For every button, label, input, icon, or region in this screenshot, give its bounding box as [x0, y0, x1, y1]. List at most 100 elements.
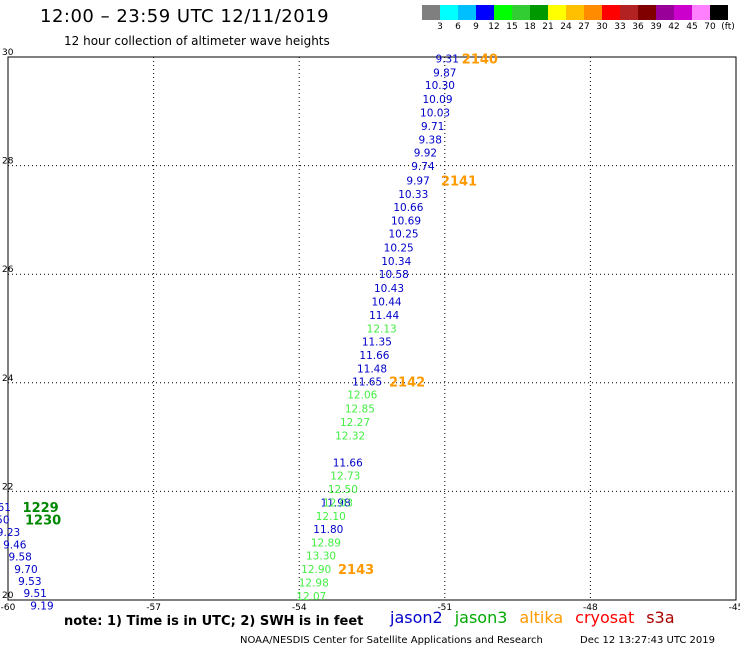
jason3-swh-value: 12.73	[330, 471, 360, 483]
scale-swatch	[512, 5, 530, 20]
legend-item-cryosat: cryosat	[575, 608, 635, 627]
jason2-swh-value: 11.44	[369, 310, 399, 322]
jason2-swh-value: 9.92	[414, 148, 437, 160]
scale-swatch	[710, 5, 728, 20]
jason2-swh-value: 10.30	[425, 80, 455, 92]
legend-item-s3a: s3a	[646, 608, 675, 627]
color-scale-labels: 3 6 9 12 15 18 21 24 27 30 33 36 39 42 45 70 (ft)	[422, 22, 740, 34]
scale-label: 18	[524, 22, 536, 32]
scale-swatch	[476, 5, 494, 20]
x-tick-label: -51	[437, 603, 452, 610]
y-tick-label: 20	[2, 591, 14, 601]
scale-label: 39	[650, 22, 662, 32]
scale-swatch	[458, 5, 476, 20]
jason3-swh-value: 12.27	[340, 417, 370, 429]
satellite-legend: jason2 jason3 altika cryosat s3a	[390, 608, 687, 627]
jason3-swh-value: 12.03	[323, 497, 353, 509]
jason3-swh-value: 12.07	[296, 591, 326, 603]
scale-label: 70	[704, 22, 716, 32]
scale-swatch	[584, 5, 602, 20]
scale-swatch	[656, 5, 674, 20]
plot-frame	[7, 56, 737, 601]
pass-time-label: 1229	[23, 501, 59, 516]
scale-swatch	[494, 5, 512, 20]
x-tick-label: -60	[1, 603, 16, 610]
jason2-swh-value: 10.61	[0, 502, 11, 514]
scale-swatch	[674, 5, 692, 20]
generated-timestamp: Dec 12 13:27:43 UTC 2019	[580, 635, 715, 646]
pass-time-label: 2142	[389, 376, 425, 391]
jason2-swh-value: 9.51	[23, 588, 46, 600]
jason2-swh-value: 9.50	[0, 515, 10, 527]
jason3-swh-value: 12.89	[311, 537, 341, 549]
scale-label: 33	[614, 22, 626, 32]
jason2-swh-value: 10.69	[391, 215, 421, 227]
jason2-swh-value: 10.44	[372, 296, 402, 308]
x-tick-label: -54	[292, 603, 307, 610]
scale-label: 3	[437, 22, 443, 32]
color-scale-bar	[422, 5, 728, 21]
scale-label: 45	[686, 22, 698, 32]
jason2-swh-value: 9.71	[421, 121, 444, 133]
scale-label: 21	[542, 22, 554, 32]
jason2-swh-value: 10.43	[374, 283, 404, 295]
jason2-swh-value: 11.66	[333, 458, 363, 470]
jason2-swh-value: 9.87	[433, 68, 456, 80]
jason2-swh-value: 9.46	[3, 540, 27, 552]
jason2-swh-value: 10.34	[381, 256, 411, 268]
jason3-swh-value: 12.98	[299, 578, 329, 590]
scale-swatch	[692, 5, 710, 20]
jason2-swh-value: 9.74	[411, 161, 435, 173]
chart-subtitle: 12 hour collection of altimeter wave hei…	[64, 34, 330, 48]
jason3-swh-value: 12.32	[335, 430, 365, 442]
y-tick-label: 24	[2, 374, 14, 384]
jason2-swh-value: 9.97	[406, 175, 429, 187]
jason3-swh-value: 12.13	[367, 324, 397, 336]
legend-item-altika: altika	[519, 608, 564, 627]
x-tick-label: -45	[729, 603, 740, 610]
jason3-swh-value: 12.10	[316, 511, 346, 523]
jason2-swh-value: 10.58	[379, 269, 409, 281]
jason2-swh-value: 11.65	[352, 377, 382, 389]
x-tick-label: -57	[146, 603, 161, 610]
jason3-swh-value: 12.06	[347, 390, 377, 402]
jason2-swh-value: 10.03	[420, 107, 450, 119]
y-tick-label: 22	[2, 482, 13, 492]
credit-line: NOAA/NESDIS Center for Satellite Applica…	[240, 635, 543, 646]
jason2-swh-value: 11.35	[362, 337, 392, 349]
wave-height-chart: -60-57-54-51-48-4520222426283010.619.509…	[0, 48, 740, 610]
scale-label: 6	[455, 22, 461, 32]
scale-label: 15	[506, 22, 518, 32]
x-tick-label: -48	[583, 603, 598, 610]
jason2-swh-value: 10.33	[398, 189, 428, 201]
scale-swatch	[620, 5, 638, 20]
jason2-swh-value: 11.48	[357, 364, 387, 376]
scale-label: 42	[668, 22, 680, 32]
jason2-swh-value: 9.58	[8, 552, 31, 564]
y-tick-label: 30	[2, 48, 14, 58]
jason2-swh-value: 10.25	[384, 243, 414, 255]
scale-label: 30	[596, 22, 608, 32]
jason2-swh-value: 10.09	[422, 94, 452, 106]
jason2-swh-value: 10.25	[389, 228, 419, 240]
jason3-swh-value: 13.30	[306, 550, 336, 562]
jason2-swh-value: 9.31	[436, 54, 459, 66]
scale-label: 27	[578, 22, 590, 32]
jason2-swh-value: 9.53	[18, 576, 41, 588]
scale-label: 12	[488, 22, 500, 32]
scale-swatch	[638, 5, 656, 20]
scale-label: 24	[560, 22, 572, 32]
scale-label: 36	[632, 22, 644, 32]
pass-time-label: 2143	[338, 563, 374, 578]
scale-label: (ft)	[721, 22, 735, 32]
legend-item-jason2: jason2	[390, 608, 443, 627]
jason3-swh-value: 12.85	[345, 403, 375, 415]
jason2-swh-value: 9.70	[14, 564, 37, 576]
jason2-swh-value: 11.66	[359, 350, 389, 362]
scale-swatch	[440, 5, 458, 20]
scale-swatch	[422, 5, 440, 20]
scale-swatch	[548, 5, 566, 20]
jason2-swh-value: 11.98	[321, 497, 351, 509]
footnote: note: 1) Time is in UTC; 2) SWH is in fe…	[64, 614, 364, 629]
scale-label: 9	[473, 22, 479, 32]
